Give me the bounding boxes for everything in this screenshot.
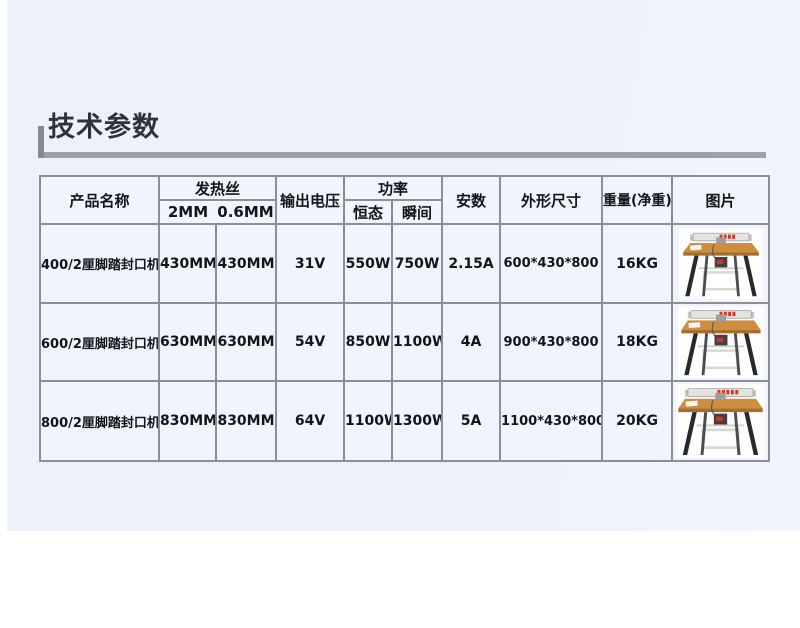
wire-2mm-cell: 630MM [158, 302, 217, 382]
power-instant-cell: 1300W [391, 380, 444, 462]
product-name-cell: 800/2厘脚踏封口机 [39, 380, 160, 462]
voltage-cell: 54V [275, 302, 346, 382]
page-title: 技术参数 [48, 112, 160, 143]
product-photo-cell [671, 302, 771, 382]
power-steady-cell: 1100W [343, 380, 394, 462]
col-header-amperage: 安数 [441, 175, 502, 225]
power-instant-cell: 750W [391, 223, 444, 304]
col-header-output-voltage: 输出电压 [275, 175, 346, 225]
power-instant-cell: 1100W [391, 302, 444, 382]
col-header-product-name: 产品名称 [39, 175, 160, 225]
dimensions-cell: 600*430*800 [499, 223, 604, 304]
weight-cell: 18KG [601, 302, 674, 382]
col-header-wire-sizes: 2MM 0.6MM [157, 199, 278, 225]
wire-06mm-cell: 630MM [214, 302, 278, 382]
col-header-power-instant: 瞬间 [391, 199, 444, 225]
col-header-image: 图片 [671, 175, 771, 225]
col-header-wire-06mm: 0.6MM [217, 203, 274, 221]
table-row: 400/2厘脚踏封口机 430MM 430MM 31V 550W 750W 2.… [39, 223, 771, 304]
wire-2mm-cell: 430MM [158, 223, 217, 304]
voltage-cell: 31V [275, 223, 346, 304]
dimensions-cell: 900*430*800 [499, 302, 604, 382]
sealing-machine-photo [675, 384, 766, 458]
product-photo-cell [671, 223, 771, 304]
power-steady-cell: 550W [343, 223, 394, 304]
sealing-machine-photo [675, 228, 766, 299]
wire-2mm-cell: 830MM [158, 380, 217, 462]
col-header-wire-2mm: 2MM [167, 203, 209, 221]
voltage-cell: 64V [275, 380, 346, 462]
header-row-2: 2MM 0.6MM 恒态 瞬间 [40, 199, 769, 225]
col-header-heating-wire: 发热丝 [157, 175, 278, 201]
wire-06mm-cell: 830MM [214, 380, 278, 462]
amperage-cell: 2.15A [441, 223, 502, 304]
spec-table: 产品名称 发热丝 输出电压 功率 安数 外形尺寸 重量(净重) 图片 2MM 0… [39, 175, 771, 462]
table-row: 600/2厘脚踏封口机 630MM 630MM 54V 850W 1100W 4… [39, 302, 771, 382]
wire-size-subheaders: 2MM 0.6MM [161, 203, 274, 221]
col-header-dimensions: 外形尺寸 [499, 175, 604, 225]
weight-cell: 16KG [601, 223, 674, 304]
amperage-cell: 5A [441, 380, 502, 462]
product-name-cell: 600/2厘脚踏封口机 [39, 302, 160, 382]
sealing-machine-photo [675, 306, 766, 378]
product-name-cell: 400/2厘脚踏封口机 [39, 223, 160, 304]
title-underline [38, 126, 766, 158]
product-photo-cell [671, 380, 771, 462]
table-row: 800/2厘脚踏封口机 830MM 830MM 64V 1100W 1300W … [39, 380, 771, 462]
title-block: 技术参数 [38, 110, 766, 158]
power-steady-cell: 850W [343, 302, 394, 382]
amperage-cell: 4A [441, 302, 502, 382]
dimensions-cell: 1100*430*800 [499, 380, 604, 462]
col-header-weight: 重量(净重) [601, 175, 674, 225]
wire-06mm-cell: 430MM [214, 223, 278, 304]
col-header-power: 功率 [343, 175, 444, 201]
weight-cell: 20KG [601, 380, 674, 462]
header-row-1: 产品名称 发热丝 输出电压 功率 安数 外形尺寸 重量(净重) 图片 [39, 175, 771, 225]
col-header-power-steady: 恒态 [343, 199, 394, 225]
